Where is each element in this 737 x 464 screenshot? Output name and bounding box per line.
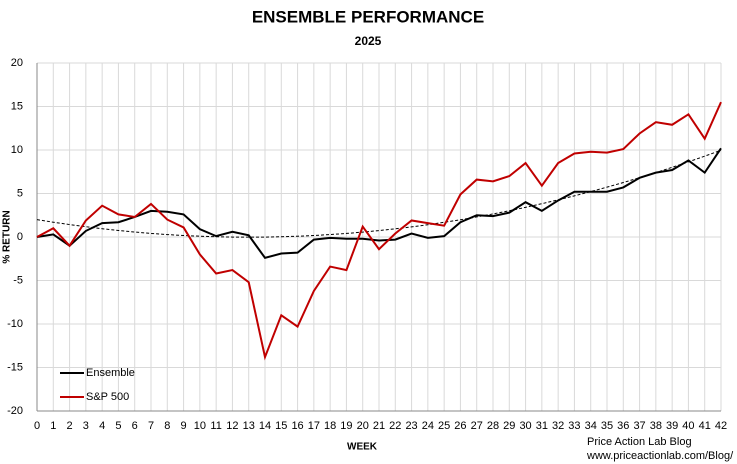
x-tick-label: 24 [422, 420, 434, 432]
footer-line: Price Action Lab Blog [587, 436, 692, 448]
x-tick-label: 0 [34, 420, 40, 432]
x-tick-label: 10 [194, 420, 206, 432]
y-axis-label: % RETURN [2, 210, 13, 263]
x-tick-label: 31 [536, 420, 548, 432]
y-tick-label: 5 [17, 187, 23, 199]
trend-line [36, 149, 722, 238]
y-tick-label: -10 [7, 318, 23, 330]
x-tick-label: 2 [67, 420, 73, 432]
x-axis-label: WEEK [347, 442, 378, 453]
x-tick-label: 6 [132, 420, 138, 432]
footer-line: www.priceactionlab.com/Blog/ [586, 450, 734, 462]
x-tick-label: 16 [291, 420, 303, 432]
x-tick-label: 37 [633, 420, 645, 432]
x-tick-label: 14 [259, 420, 271, 432]
x-tick-label: 39 [666, 420, 678, 432]
y-tick-label: -20 [7, 405, 23, 417]
y-tick-label: -5 [13, 274, 23, 286]
x-tick-label: 34 [585, 420, 597, 432]
y-tick-label: 0 [17, 231, 23, 243]
x-tick-label: 15 [275, 420, 287, 432]
x-tick-label: 5 [115, 420, 121, 432]
x-tick-label: 7 [148, 420, 154, 432]
x-tick-label: 41 [699, 420, 711, 432]
x-tick-label: 21 [373, 420, 385, 432]
legend-label: Ensemble [86, 367, 135, 379]
y-tick-label: -15 [7, 361, 23, 373]
series-line [36, 147, 722, 260]
y-tick-label: 15 [11, 100, 23, 112]
x-tick-label: 38 [650, 420, 662, 432]
x-tick-label: 32 [552, 420, 564, 432]
x-tick-label: 25 [438, 420, 450, 432]
x-tick-label: 20 [357, 420, 369, 432]
x-tick-label: 36 [617, 420, 629, 432]
chart-subtitle: 2025 [355, 34, 382, 48]
series-line [36, 101, 722, 361]
x-tick-label: 35 [601, 420, 613, 432]
x-tick-label: 4 [99, 420, 105, 432]
legend-label: S&P 500 [86, 391, 129, 403]
x-tick-label: 8 [164, 420, 170, 432]
x-tick-label: 28 [487, 420, 499, 432]
x-tick-label: 33 [568, 420, 580, 432]
chart-title: ENSEMBLE PERFORMANCE [252, 7, 484, 26]
y-tick-label: 20 [11, 57, 23, 69]
x-tick-label: 40 [682, 420, 694, 432]
x-tick-label: 13 [243, 420, 255, 432]
x-tick-label: 26 [454, 420, 466, 432]
x-tick-label: 22 [389, 420, 401, 432]
x-tick-label: 1 [50, 420, 56, 432]
x-tick-label: 19 [340, 420, 352, 432]
x-tick-label: 17 [308, 420, 320, 432]
x-tick-label: 30 [519, 420, 531, 432]
x-tick-label: 23 [405, 420, 417, 432]
x-tick-label: 29 [503, 420, 515, 432]
x-tick-label: 12 [226, 420, 238, 432]
x-tick-label: 27 [471, 420, 483, 432]
x-tick-label: 11 [210, 420, 221, 432]
y-tick-label: 10 [11, 144, 23, 156]
x-tick-label: 3 [83, 420, 89, 432]
x-tick-label: 18 [324, 420, 336, 432]
x-tick-label: 42 [715, 420, 727, 432]
x-tick-label: 9 [181, 420, 187, 432]
